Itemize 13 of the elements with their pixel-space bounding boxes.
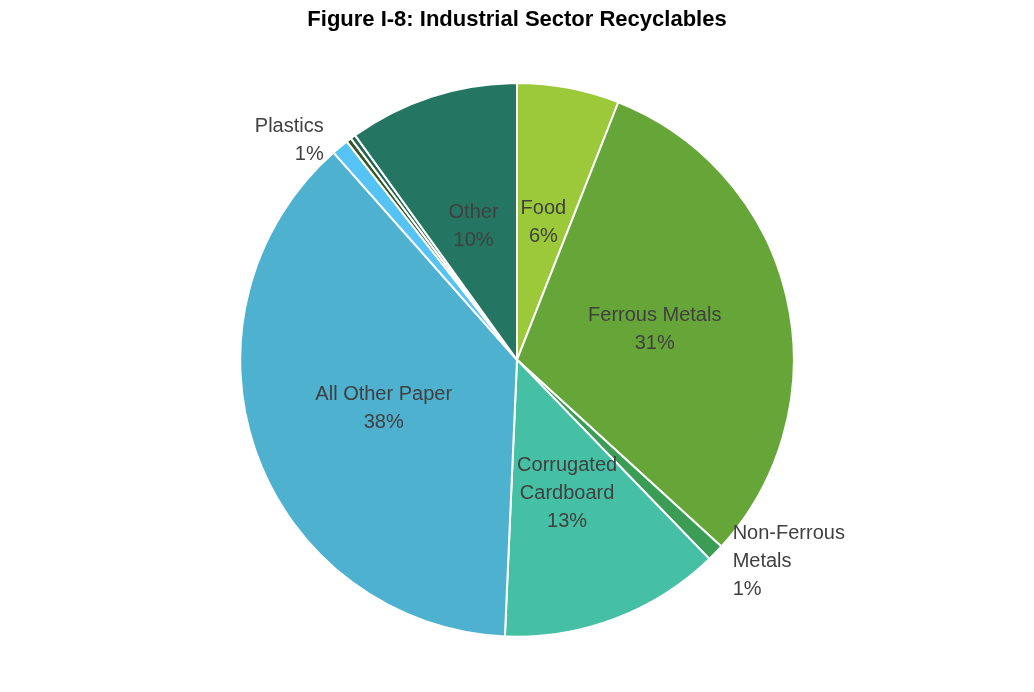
data-label: 38% xyxy=(363,410,404,433)
chart-title: Figure I-8: Industrial Sector Recyclables xyxy=(307,5,727,31)
data-label: 1% xyxy=(294,142,324,165)
data-label: 6% xyxy=(528,223,559,246)
slice-label: Ferrous Metals xyxy=(588,302,722,325)
slice-label: Food xyxy=(520,195,567,218)
slice-label: All Other Paper xyxy=(315,382,453,405)
data-label: 13% xyxy=(547,509,588,532)
slice-label: Plastics xyxy=(254,114,324,137)
slice-label: Corrugated Cardboard xyxy=(517,453,618,504)
data-label: 31% xyxy=(634,330,675,353)
data-label: 1% xyxy=(732,576,762,599)
slice-label: Non-Ferrous Metals xyxy=(732,520,845,571)
